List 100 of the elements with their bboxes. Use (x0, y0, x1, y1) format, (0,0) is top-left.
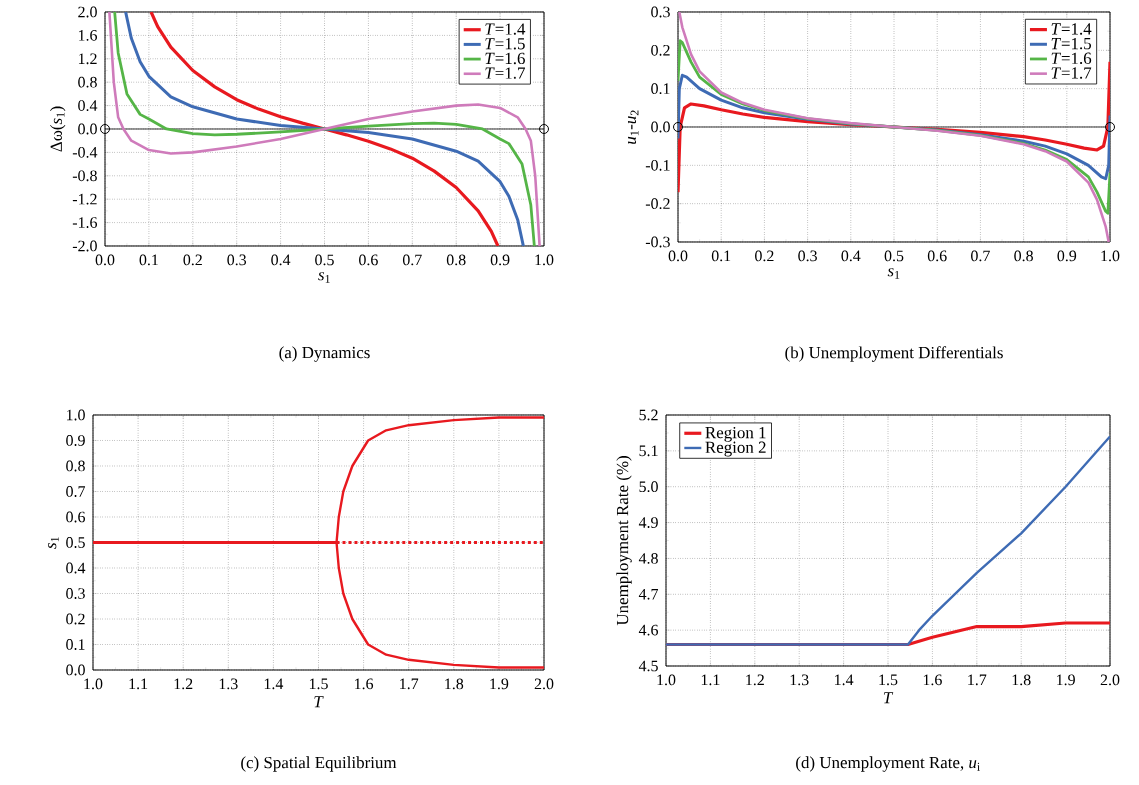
y-tick-label: 0.8 (78, 76, 97, 88)
y-tick-label: 4.9 (638, 517, 658, 528)
y-tick-label: 0.3 (651, 6, 670, 18)
legend-label: Region 1 (705, 426, 766, 442)
legend-label: Region 2 (705, 441, 766, 457)
x-axis-title: s$_{1}$ (318, 272, 330, 283)
x-tick-label: 0.1 (139, 254, 158, 266)
x-tick-label: 2.0 (534, 678, 554, 690)
x-axis-title: T (883, 692, 894, 704)
y-tick-label: 0.2 (66, 613, 85, 625)
x-tick-label: 1.6 (923, 674, 942, 686)
x-tick-label: 1.8 (445, 678, 464, 690)
y-axis-title: u$_{1}$-u$_{2}$ (628, 110, 639, 144)
y-axis-title: Δω(s$_{1}$) (50, 106, 66, 152)
y-tick-label: 0.2 (651, 44, 670, 56)
x-tick-label: 0.7 (402, 254, 422, 266)
y-axis-title: Unemployment Rate (%) (616, 456, 632, 626)
x-tick-label: 1.3 (790, 674, 809, 686)
x-tick-label: 0.4 (271, 254, 291, 266)
text: (a) Dynamics (279, 346, 370, 362)
x-tick-label: 1.2 (746, 674, 764, 686)
x-tick-label: 0.2 (183, 254, 202, 266)
legend-label: T=1.7 (1051, 67, 1092, 79)
y-tick-label: 0.3 (66, 588, 85, 599)
legend-label: T=1.7 (485, 67, 525, 79)
y-tick-label: -1.2 (72, 193, 97, 205)
y-tick-label: 0.8 (66, 460, 85, 472)
y-tick-label: 0.4 (66, 562, 86, 574)
y-axis-title: s$_{1}$ (48, 537, 59, 549)
x-axis-title: T (314, 696, 324, 708)
x-tick-label: 1.4 (264, 678, 284, 690)
text: (d) Unemployment Rate, u$_{i}$ (796, 756, 980, 772)
y-tick-label: -0.8 (72, 170, 97, 182)
y-tick-label: -0.1 (645, 159, 670, 171)
legend-label: T=1.4 (1051, 23, 1092, 35)
y-tick-label: 0.9 (66, 435, 85, 446)
x-tick-label: 1.7 (400, 678, 419, 690)
y-tick-label: 0.0 (66, 664, 85, 676)
legend-label: T=1.6 (1051, 52, 1092, 65)
y-tick-label: -0.3 (645, 236, 670, 248)
x-tick-label: 1.0 (535, 254, 554, 266)
y-tick-label: 2.0 (78, 6, 97, 18)
y-tick-label: 5.0 (639, 481, 658, 493)
x-tick-label: 0.9 (490, 254, 510, 266)
y-tick-label: 5.2 (639, 409, 658, 421)
x-tick-label: 0.2 (755, 250, 774, 262)
x-tick-label: 0.1 (711, 250, 731, 262)
legend-label: T=1.6 (485, 52, 525, 65)
y-tick-label: 1.0 (66, 409, 85, 421)
x-tick-label: 1.5 (879, 674, 898, 686)
y-tick-label: 4.7 (638, 588, 659, 600)
y-tick-label: 4.5 (638, 660, 658, 672)
y-tick-label: 5.1 (639, 445, 658, 457)
x-tick-label: 1.5 (309, 678, 328, 690)
x-tick-label: 0.0 (668, 250, 688, 262)
x-tick-label: 0.7 (971, 250, 990, 262)
y-tick-label: 0.6 (66, 511, 86, 523)
x-tick-label: 1.8 (1012, 674, 1031, 686)
x-tick-label: 1.9 (490, 678, 509, 690)
y-tick-label: 0.0 (651, 121, 670, 133)
y-tick-label: 0.4 (78, 100, 98, 111)
x-tick-label: 1.1 (129, 678, 148, 690)
x-tick-label: 2.0 (1100, 674, 1120, 686)
y-tick-label: -2.0 (72, 240, 97, 252)
y-tick-label: 4.6 (638, 624, 659, 636)
x-tick-label: 0.8 (1014, 250, 1033, 262)
x-tick-label: 0.3 (798, 250, 817, 262)
legend-label: T=1.5 (485, 38, 525, 50)
y-tick-label: 4.8 (638, 553, 658, 564)
x-tick-label: 1.9 (1057, 674, 1075, 686)
legend-label: T=1.4 (485, 23, 526, 35)
x-tick-label: 1.1 (701, 674, 720, 686)
legend-label: T=1.5 (1051, 37, 1092, 50)
text: (b) Unemployment Differentials (785, 346, 1003, 362)
y-tick-label: 0.5 (66, 537, 85, 548)
x-tick-label: 1.4 (835, 674, 854, 686)
x-tick-label: 0.3 (227, 254, 247, 266)
x-tick-label: 1.2 (174, 678, 193, 690)
x-tick-label: 1.6 (355, 678, 374, 690)
x-tick-label: 0.5 (315, 254, 334, 266)
y-tick-label: -1.6 (72, 217, 98, 228)
y-tick-label: 0.7 (66, 486, 86, 497)
x-axis-title: s$_{1}$ (887, 268, 900, 279)
x-tick-label: 1.0 (1101, 250, 1120, 262)
y-tick-label: 0.0 (78, 123, 97, 135)
x-tick-label: 1.7 (968, 674, 987, 686)
x-tick-label: 1.3 (219, 678, 238, 690)
x-tick-label: 0.5 (884, 250, 904, 262)
x-tick-label: 0.6 (927, 250, 947, 262)
text: (c) Spatial Equilibrium (241, 756, 397, 772)
x-tick-label: 0.0 (95, 254, 115, 266)
x-tick-label: 0.6 (359, 254, 378, 266)
y-tick-label: -0.4 (72, 146, 98, 158)
x-tick-label: 0.9 (1057, 250, 1077, 262)
y-tick-label: 1.6 (78, 30, 98, 41)
x-tick-label: 0.4 (841, 250, 861, 262)
y-tick-label: 1.2 (78, 53, 97, 65)
y-tick-label: -0.2 (645, 198, 670, 210)
x-tick-label: 0.8 (446, 254, 466, 266)
y-tick-label: 0.1 (66, 639, 85, 650)
